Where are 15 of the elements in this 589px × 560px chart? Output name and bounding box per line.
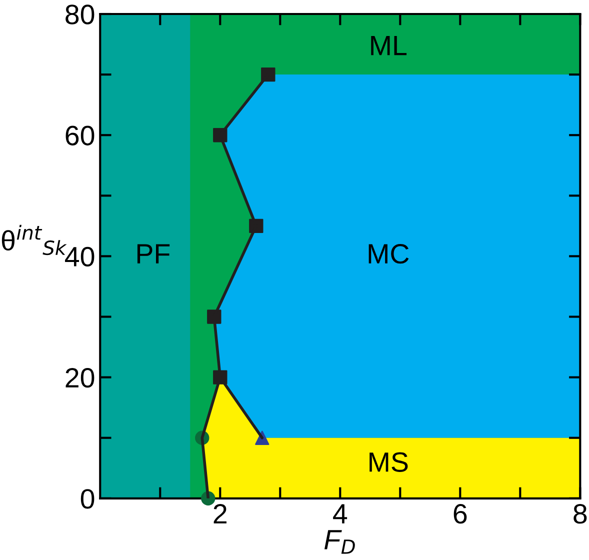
annotation: ML [371, 36, 407, 56]
y-tick-label: 40 [65, 246, 94, 267]
x-tick-label: 4 [333, 504, 348, 524]
y-tick-label: 60 [66, 126, 94, 146]
annotation: MS [370, 452, 408, 472]
x-tick-label: 6 [454, 504, 467, 524]
y-axis-title: θ$^{int}$$_{Sk}$ [2, 224, 67, 256]
x-tick-label: 8 [574, 504, 587, 524]
y-tick-label: 20 [66, 368, 94, 388]
y-tick-label: 80 [66, 4, 94, 24]
x-tick-label: 2 [214, 504, 226, 524]
x-axis-title: F$_{D}$ [324, 530, 355, 554]
y-tick-label: 0 [80, 489, 94, 509]
annotation: MC [368, 244, 409, 264]
annotation: PF [137, 244, 170, 264]
